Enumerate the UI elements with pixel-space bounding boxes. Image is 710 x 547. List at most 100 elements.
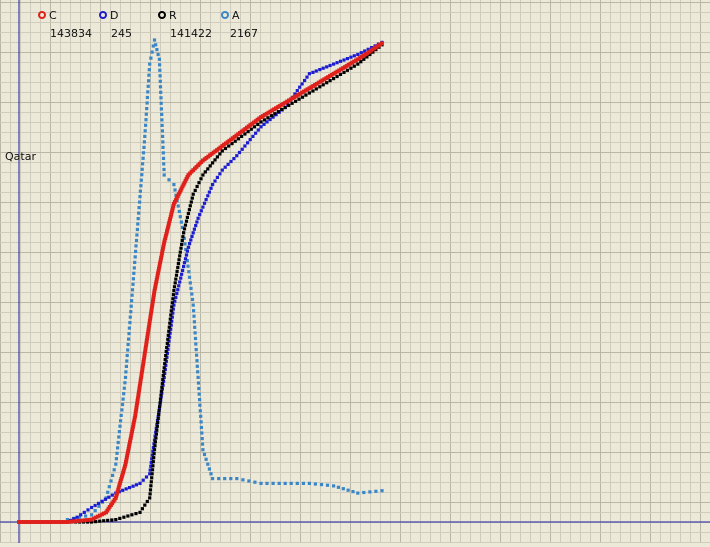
data-point: [142, 355, 147, 360]
data-point: [173, 188, 177, 192]
data-point: [253, 480, 257, 484]
data-point: [75, 515, 79, 519]
data-point: [325, 81, 329, 85]
data-point: [65, 518, 69, 522]
data-point: [287, 103, 291, 107]
data-point: [190, 196, 194, 200]
data-point: [294, 99, 298, 103]
data-point: [159, 399, 163, 403]
legend-label-A: A: [232, 9, 240, 22]
data-point: [111, 473, 115, 477]
data-point: [197, 181, 201, 185]
data-point: [158, 63, 162, 67]
data-point: [187, 208, 191, 212]
data-point: [157, 409, 161, 413]
data-point: [165, 227, 170, 232]
data-point: [124, 364, 128, 368]
data-point: [241, 478, 245, 482]
data-point: [371, 50, 375, 54]
data-point: [172, 200, 177, 204]
data-point: [169, 309, 173, 313]
data-point: [223, 165, 227, 169]
data-point: [131, 420, 136, 425]
data-point: [102, 519, 106, 523]
data-point: [72, 519, 76, 524]
data-point: [34, 520, 39, 524]
legend-count-R: 141422: [170, 27, 212, 40]
data-point: [134, 238, 139, 243]
data-point: [126, 348, 130, 352]
data-point: [169, 327, 173, 331]
data-point: [182, 261, 187, 265]
data-point: [159, 389, 163, 393]
data-point: [194, 348, 198, 352]
data-point: [116, 446, 120, 450]
data-point: [197, 386, 201, 391]
data-point: [161, 383, 165, 387]
data-point: [126, 342, 130, 347]
data-point: [118, 424, 122, 428]
data-point: [269, 114, 273, 118]
data-point: [143, 129, 147, 133]
data-point: [141, 362, 146, 366]
data-point: [167, 325, 171, 329]
data-point: [259, 120, 263, 124]
data-point: [187, 270, 191, 274]
data-point: [137, 386, 142, 390]
data-point: [182, 231, 186, 235]
data-point: [179, 246, 183, 250]
data-point: [189, 286, 193, 290]
data-point: [144, 112, 148, 116]
data-point: [93, 503, 97, 508]
data-point: [19, 520, 24, 524]
data-point: [154, 277, 159, 282]
data-point: [166, 223, 171, 228]
data-point: [321, 66, 325, 70]
data-point: [130, 288, 135, 292]
data-point: [162, 240, 167, 245]
data-point: [182, 236, 186, 240]
data-point: [142, 140, 146, 144]
data-point: [183, 223, 188, 227]
data-point: [195, 353, 199, 357]
data-point: [136, 217, 140, 221]
data-point: [235, 477, 239, 481]
data-point: [86, 520, 90, 524]
data-point: [30, 520, 35, 524]
data-point: [160, 129, 164, 133]
data-point: [156, 269, 161, 273]
data-point: [168, 335, 172, 339]
data-point: [191, 303, 195, 307]
data-point: [162, 173, 166, 177]
data-point: [243, 144, 247, 148]
data-point: [259, 481, 263, 485]
data-point: [150, 472, 154, 476]
data-point: [157, 407, 161, 411]
data-point: [151, 44, 155, 48]
data-point: [185, 249, 189, 253]
data-point: [298, 85, 302, 89]
data-point: [116, 440, 120, 445]
data-point: [182, 264, 186, 269]
data-point: [141, 360, 146, 364]
data-point: [199, 209, 203, 213]
data-point: [156, 420, 160, 424]
data-point: [154, 432, 158, 436]
data-point: [149, 464, 153, 468]
data-point: [90, 513, 94, 517]
data-point: [115, 489, 120, 494]
data-point: [380, 489, 384, 493]
legend: C 143834 D 245 R 141422 A 2167: [38, 9, 258, 40]
data-point: [134, 483, 139, 487]
data-point: [146, 325, 151, 330]
data-point: [114, 493, 119, 498]
data-point: [150, 50, 154, 54]
data-point: [174, 277, 178, 281]
data-point: [136, 222, 140, 226]
data-point: [183, 257, 188, 261]
data-point: [251, 134, 255, 138]
data-point: [142, 351, 147, 356]
data-point: [199, 177, 203, 181]
